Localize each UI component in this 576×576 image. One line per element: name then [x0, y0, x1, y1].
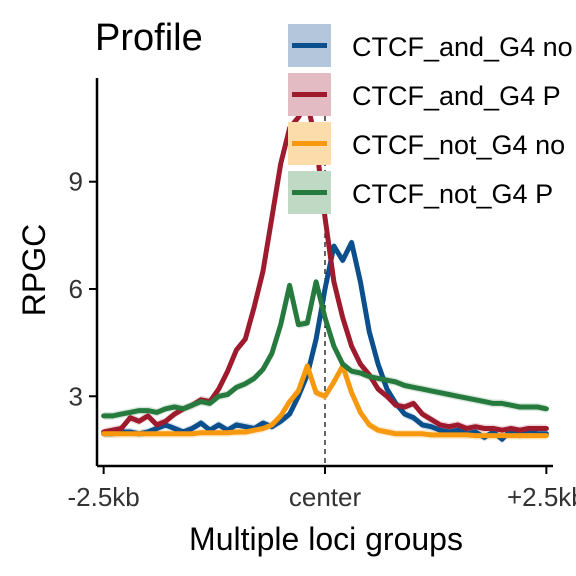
series-line-4: [101, 279, 549, 419]
legend-label: CTCF_not_G4 no: [352, 130, 565, 160]
series-line-2: [101, 100, 549, 435]
legend-label: CTCF_and_G4 P: [352, 81, 561, 111]
legend-entry-3: CTCF_not_G4 no: [288, 122, 565, 165]
legend-entry-1: CTCF_and_G4 no: [288, 24, 573, 67]
y-axis-label: RPGC: [16, 224, 52, 316]
y-tick-label: 9: [69, 167, 83, 197]
series-lines: [101, 100, 549, 442]
series-line-1: [101, 240, 549, 442]
x-axis-label: Multiple loci groups: [189, 521, 463, 557]
axes: 3 6 9 -2.5kb center +2.5kb: [68, 78, 576, 512]
legend-label: CTCF_not_G4 P: [352, 179, 553, 209]
legend-label: CTCF_and_G4 no: [352, 32, 573, 62]
y-tick-label: 3: [69, 381, 83, 411]
x-tick-label: +2.5kb: [507, 482, 576, 512]
x-tick-label: center: [289, 482, 362, 512]
series-line-3: [101, 363, 549, 439]
chart-title: Profile: [95, 17, 203, 59]
y-tick-label: 6: [69, 274, 83, 304]
x-tick-label: -2.5kb: [68, 482, 140, 512]
legend: CTCF_and_G4 no CTCF_and_G4 P CTCF_not_G4 n…: [288, 24, 573, 214]
legend-entry-2: CTCF_and_G4 P: [288, 73, 561, 116]
legend-entry-4: CTCF_not_G4 P: [288, 171, 553, 214]
